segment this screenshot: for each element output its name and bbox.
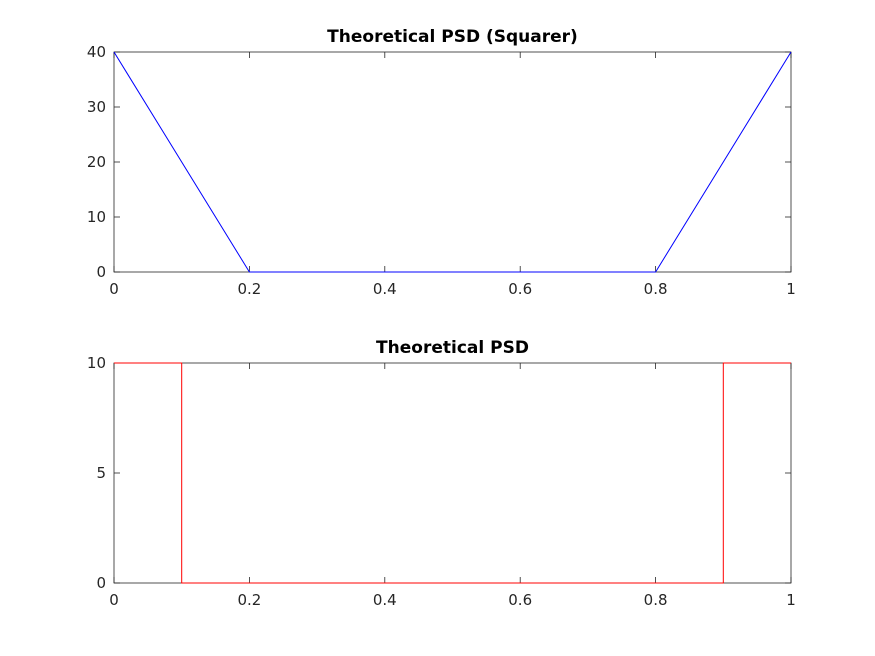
x-tick-label: 0.4: [373, 591, 397, 609]
subplot-squarer-psd: Theoretical PSD (Squarer) 0 0.2 0.4 0.6 0.8 1…: [87, 27, 796, 298]
x-tick-label: 0.8: [644, 591, 668, 609]
x-tick-label: 0.6: [508, 591, 532, 609]
y-tick-label: 30: [87, 98, 106, 116]
x-tick-label: 0.6: [508, 280, 532, 298]
y-tick-label: 10: [87, 354, 106, 372]
x-tick-label: 0.2: [237, 591, 261, 609]
axes-box: [113, 51, 792, 273]
x-tick-label: 0: [109, 591, 119, 609]
x-tick-label: 0.8: [644, 280, 668, 298]
x-tick-label: 0: [109, 280, 119, 298]
y-tick-label: 10: [87, 208, 106, 226]
y-tick-label: 40: [87, 43, 106, 61]
chart-title: Theoretical PSD: [376, 338, 529, 358]
y-tick-label: 0: [96, 263, 106, 281]
x-tick-label: 0.4: [373, 280, 397, 298]
chart-title: Theoretical PSD (Squarer): [327, 27, 578, 47]
y-tick-label: 5: [96, 464, 106, 482]
x-tick-label: 0.2: [237, 280, 261, 298]
y-tick-label: 20: [87, 153, 106, 171]
y-tick-label: 0: [96, 574, 106, 592]
x-tick-label: 1: [786, 591, 796, 609]
series-line: [113, 51, 792, 273]
x-tick-label: 1: [786, 280, 796, 298]
axes-box: [113, 362, 792, 584]
series-line: [114, 362, 791, 584]
